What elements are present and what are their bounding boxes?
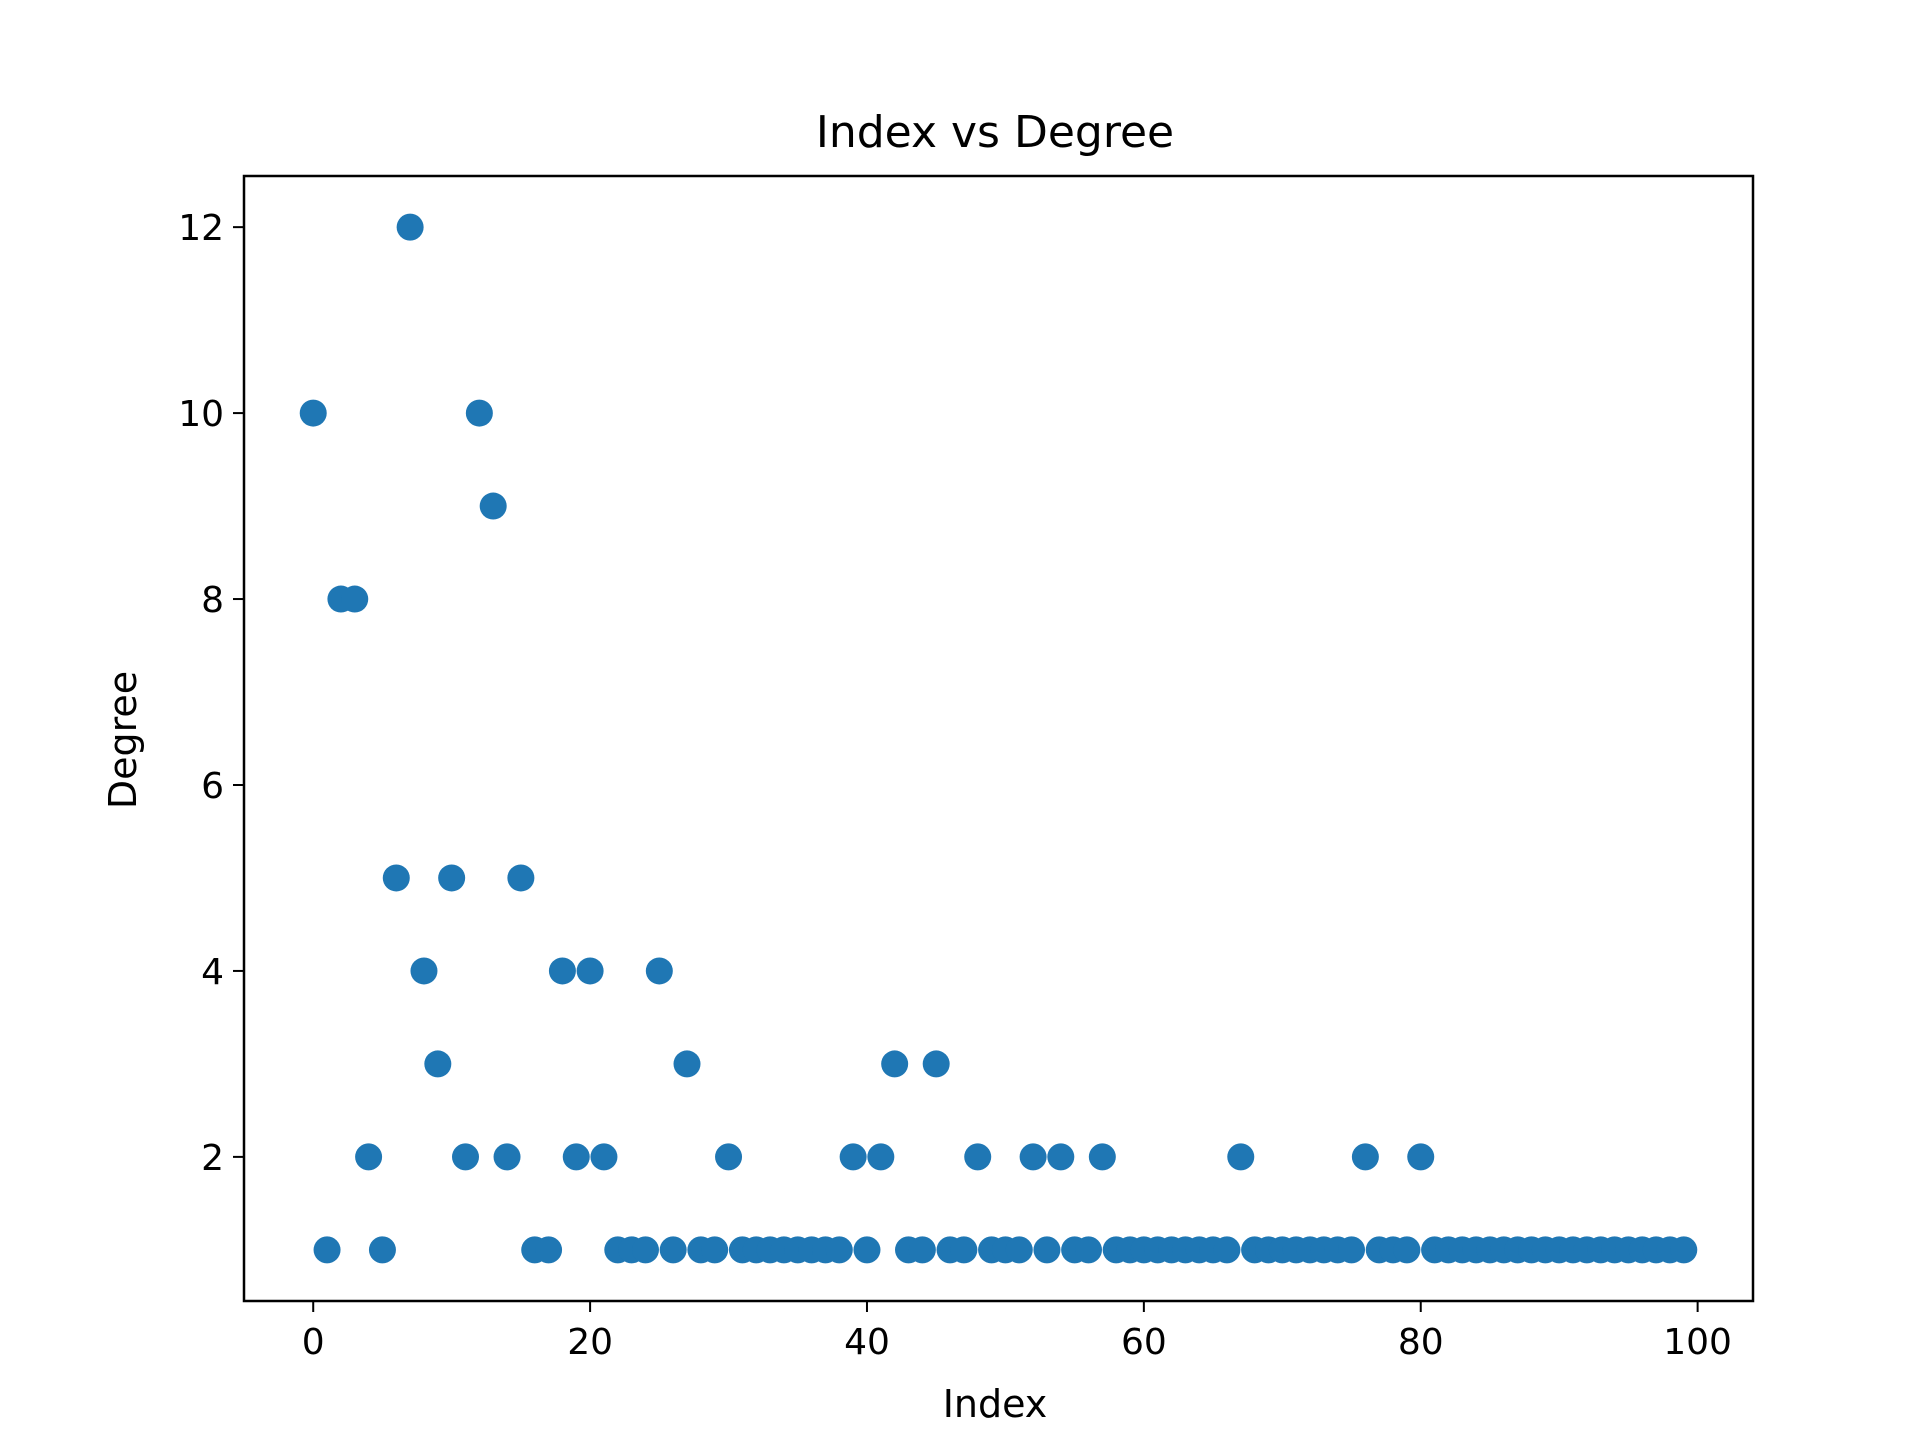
data-point — [1047, 1143, 1075, 1171]
x-tick-label: 0 — [302, 1322, 325, 1363]
axes-frame — [242, 174, 1755, 1303]
data-point — [479, 492, 507, 520]
data-point — [355, 1143, 383, 1171]
data-point — [1338, 1236, 1366, 1264]
y-tick-label: 10 — [178, 394, 224, 435]
data-point — [881, 1050, 909, 1078]
x-axis-label: Index — [943, 1382, 1048, 1426]
data-point — [1074, 1236, 1102, 1264]
data-point — [1407, 1143, 1435, 1171]
data-point — [1351, 1143, 1379, 1171]
data-point — [562, 1143, 590, 1171]
data-point — [548, 957, 576, 985]
data-point — [396, 213, 424, 241]
data-point — [1019, 1143, 1047, 1171]
data-point — [576, 957, 604, 985]
chart-title: Index vs Degree — [816, 107, 1174, 158]
data-point — [853, 1236, 881, 1264]
data-point — [493, 1143, 521, 1171]
data-point — [659, 1236, 687, 1264]
data-point — [382, 864, 410, 892]
data-point — [839, 1143, 867, 1171]
data-point — [631, 1236, 659, 1264]
x-tick-label: 100 — [1663, 1322, 1732, 1363]
data-point — [341, 585, 369, 613]
x-tick-label: 20 — [567, 1322, 613, 1363]
data-point — [424, 1050, 452, 1078]
y-axis-label: Degree — [101, 671, 145, 809]
data-point — [465, 399, 493, 427]
data-point — [908, 1236, 936, 1264]
data-point — [313, 1236, 341, 1264]
x-tick-label: 40 — [844, 1322, 890, 1363]
data-point — [715, 1143, 743, 1171]
data-point — [1393, 1236, 1421, 1264]
data-point — [701, 1236, 729, 1264]
data-point — [1005, 1236, 1033, 1264]
data-point — [645, 957, 673, 985]
data-point — [950, 1236, 978, 1264]
y-tick-label: 8 — [201, 580, 224, 621]
data-point — [922, 1050, 950, 1078]
plot-area: 0 20 40 60 80 100 2 4 6 8 10 12 — [178, 174, 1755, 1363]
data-point — [438, 864, 466, 892]
y-tick-label: 6 — [201, 766, 224, 807]
data-point — [673, 1050, 701, 1078]
data-point — [535, 1236, 563, 1264]
data-point — [368, 1236, 396, 1264]
y-tick-label: 2 — [201, 1138, 224, 1179]
y-tick-label: 4 — [201, 952, 224, 993]
data-point — [1033, 1236, 1061, 1264]
data-point — [1670, 1236, 1698, 1264]
data-point — [825, 1236, 853, 1264]
x-tick-label: 60 — [1121, 1322, 1167, 1363]
x-tick-label: 80 — [1398, 1322, 1444, 1363]
data-point — [867, 1143, 895, 1171]
y-tick-label: 12 — [178, 208, 224, 249]
data-point — [964, 1143, 992, 1171]
data-point — [590, 1143, 618, 1171]
data-point — [299, 399, 327, 427]
data-point — [1227, 1143, 1255, 1171]
data-point — [452, 1143, 479, 1171]
data-point — [410, 957, 438, 985]
data-point — [1088, 1143, 1116, 1171]
data-point — [507, 864, 535, 892]
data-point — [1213, 1236, 1241, 1264]
